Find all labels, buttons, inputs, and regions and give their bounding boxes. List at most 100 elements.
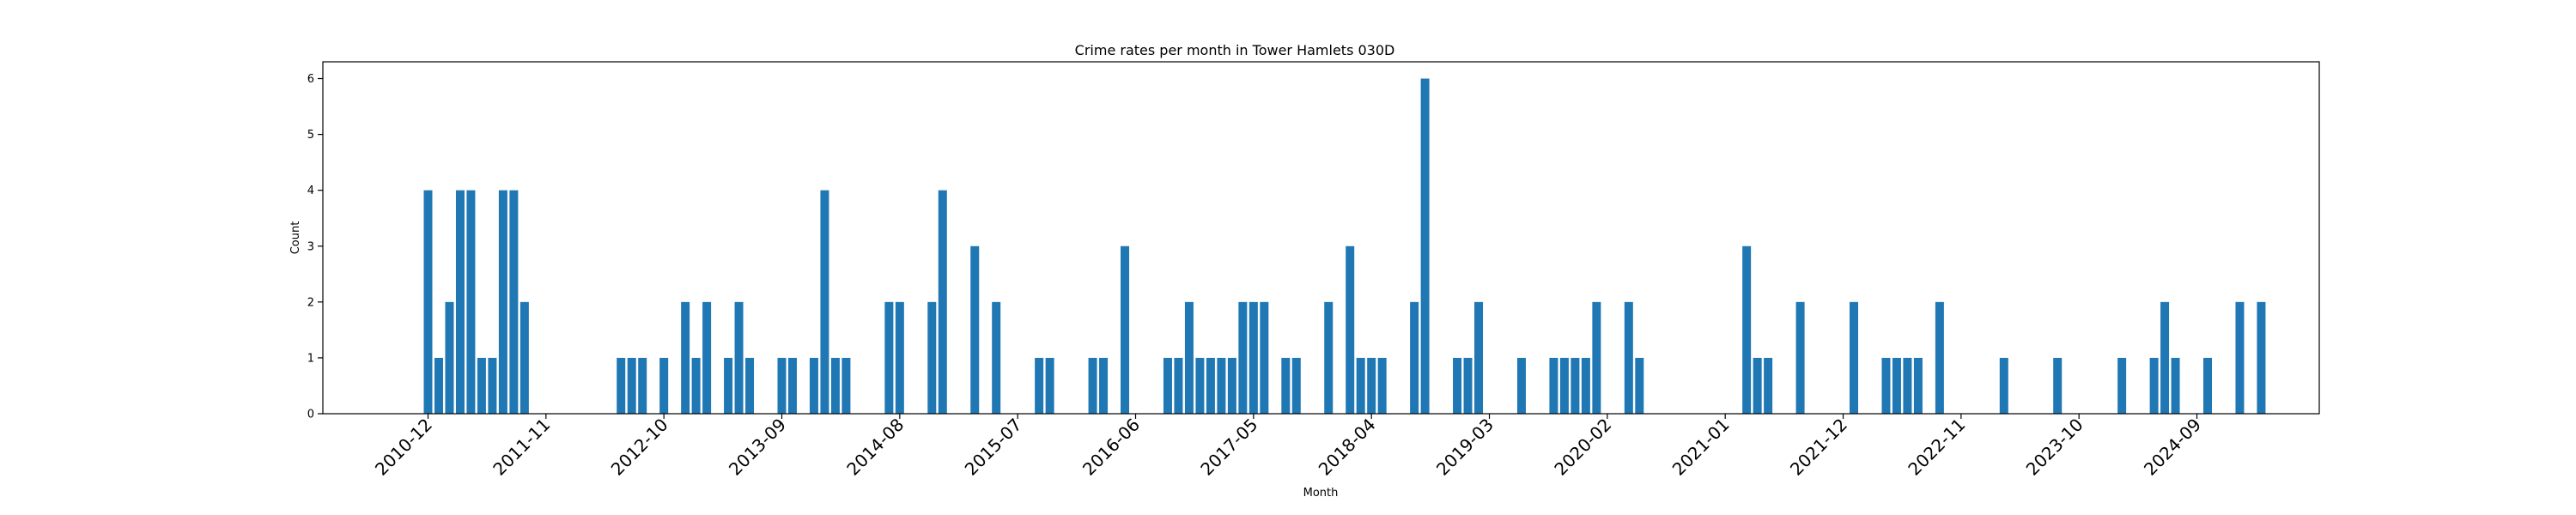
bar	[617, 357, 626, 414]
bar	[2160, 301, 2170, 414]
bar	[659, 357, 669, 414]
bar	[2257, 301, 2266, 414]
bar	[2053, 357, 2063, 414]
bar	[1913, 357, 1923, 414]
y-tick-label: 4	[307, 185, 314, 197]
bar	[1592, 301, 1601, 414]
bar	[434, 357, 443, 414]
bar	[1238, 301, 1248, 414]
bar	[1463, 357, 1473, 414]
bar	[1035, 357, 1044, 414]
bar	[927, 301, 937, 414]
bar	[1581, 357, 1590, 414]
bar	[809, 357, 818, 414]
bar	[1453, 357, 1462, 414]
y-tick-label: 5	[307, 129, 314, 142]
bar	[2235, 301, 2245, 414]
bar	[1516, 357, 1526, 414]
bar	[830, 357, 840, 414]
y-axis: 0 1 2 3 4 5 6	[307, 73, 323, 421]
bar	[1742, 245, 1752, 414]
bar	[1099, 357, 1109, 414]
bar	[884, 301, 894, 414]
bar	[938, 190, 947, 414]
y-tick-label: 6	[307, 73, 314, 86]
y-tick-label: 1	[307, 352, 314, 365]
bar	[1420, 78, 1430, 415]
bar	[1184, 301, 1194, 414]
bar	[509, 190, 519, 414]
bar	[1850, 301, 1859, 414]
bar	[1549, 357, 1558, 414]
bar	[638, 357, 647, 414]
plot-frame	[322, 61, 2320, 415]
bar	[1324, 301, 1334, 414]
bar	[1281, 357, 1291, 414]
bar	[1903, 357, 1912, 414]
bar	[498, 190, 507, 414]
bar	[1291, 357, 1301, 414]
bar	[455, 190, 465, 414]
bars-group	[423, 78, 2266, 415]
bar	[820, 190, 829, 414]
bar	[2149, 357, 2159, 414]
bar	[1795, 301, 1805, 414]
bar	[681, 301, 690, 414]
bar	[1217, 357, 1226, 414]
bar	[519, 301, 529, 414]
bar	[1088, 357, 1097, 414]
x-axis-label: Month	[1303, 487, 1339, 500]
bar	[1260, 301, 1269, 414]
y-tick-label: 2	[307, 296, 314, 309]
bar	[1249, 301, 1258, 414]
bar	[691, 357, 701, 414]
bar	[745, 357, 755, 414]
bar	[1410, 301, 1419, 414]
bar	[1045, 357, 1054, 414]
bar	[2203, 357, 2213, 414]
bar	[1624, 301, 1633, 414]
bar	[477, 357, 486, 414]
bar	[1935, 301, 1944, 414]
bar	[423, 190, 433, 414]
bar	[1474, 301, 1484, 414]
bar	[777, 357, 787, 414]
bar	[970, 245, 980, 414]
bar	[1892, 357, 1901, 414]
bar	[1571, 357, 1580, 414]
bar	[1764, 357, 1773, 414]
bar	[1635, 357, 1644, 414]
bar	[466, 190, 476, 414]
bar	[1367, 357, 1376, 414]
bar	[1356, 357, 1365, 414]
bar	[1163, 357, 1172, 414]
bar	[445, 301, 454, 414]
bar	[734, 301, 744, 414]
bar	[1227, 357, 1236, 414]
bar	[1346, 245, 1355, 414]
bar	[841, 357, 851, 414]
bar	[992, 301, 1001, 414]
bar	[1753, 357, 1762, 414]
bar	[895, 301, 904, 414]
y-tick-label: 0	[307, 409, 314, 421]
bar	[787, 357, 797, 414]
bar	[1999, 357, 2008, 414]
bar	[2117, 357, 2127, 414]
bar	[1559, 357, 1569, 414]
bar	[1377, 357, 1387, 414]
bar	[627, 357, 636, 414]
bar	[1121, 245, 1130, 414]
bar	[488, 357, 497, 414]
bar	[1206, 357, 1215, 414]
bar	[1881, 357, 1891, 414]
y-tick-label: 3	[307, 240, 314, 253]
bar	[1195, 357, 1205, 414]
bar	[724, 357, 733, 414]
chart-title: Crime rates per month in Tower Hamlets 0…	[1075, 42, 1395, 58]
y-axis-label: Count	[289, 221, 302, 255]
bar	[2171, 357, 2180, 414]
bar	[702, 301, 712, 414]
bar	[1174, 357, 1183, 414]
